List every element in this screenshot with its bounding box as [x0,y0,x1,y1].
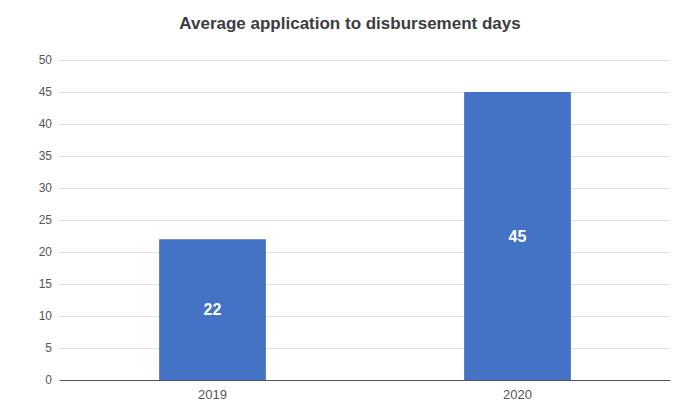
svg-text:35: 35 [39,149,53,163]
svg-text:25: 25 [39,213,53,227]
svg-text:22: 22 [204,301,222,318]
svg-text:5: 5 [45,341,52,355]
svg-text:0: 0 [45,373,52,387]
svg-text:15: 15 [39,277,53,291]
svg-text:45: 45 [509,228,527,245]
svg-text:30: 30 [39,181,53,195]
svg-text:45: 45 [39,85,53,99]
svg-text:50: 50 [39,53,53,67]
svg-text:40: 40 [39,117,53,131]
svg-text:2019: 2019 [198,387,227,402]
svg-text:Average application to disburs: Average application to disbursement days [179,14,520,33]
svg-text:10: 10 [39,309,53,323]
svg-text:2020: 2020 [503,387,532,402]
svg-text:20: 20 [39,245,53,259]
